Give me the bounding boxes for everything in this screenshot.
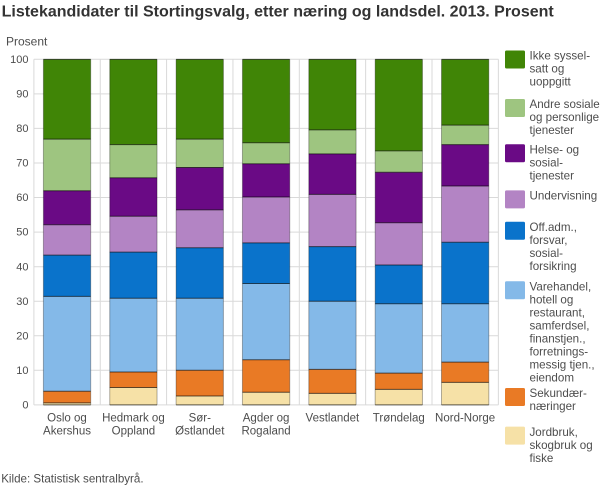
svg-text:sosial-: sosial- <box>530 157 564 170</box>
svg-text:Helse- og: Helse- og <box>530 144 580 157</box>
svg-text:60: 60 <box>16 192 28 204</box>
svg-text:uoppgitt: uoppgitt <box>530 76 572 89</box>
svg-text:næringer: næringer <box>530 400 577 413</box>
svg-text:Listekandidater til Stortingsv: Listekandidater til Stortingsvalg, etter… <box>2 4 555 21</box>
svg-text:100: 100 <box>10 54 28 66</box>
svg-text:Jordbruk,: Jordbruk, <box>530 426 578 439</box>
svg-text:0: 0 <box>22 400 28 412</box>
svg-text:forretnings-: forretnings- <box>530 345 589 358</box>
svg-text:Østlandet: Østlandet <box>175 425 225 437</box>
svg-text:tjenester: tjenester <box>530 124 575 137</box>
svg-text:finanstjen.,: finanstjen., <box>530 332 586 345</box>
svg-text:messig tjen.,: messig tjen., <box>530 358 595 371</box>
svg-text:samferdsel,: samferdsel, <box>530 319 590 332</box>
svg-text:70: 70 <box>16 158 28 170</box>
svg-text:Vestlandet: Vestlandet <box>306 412 361 424</box>
svg-text:10: 10 <box>16 365 28 377</box>
svg-text:Kilde: Statistisk sentralbyrå.: Kilde: Statistisk sentralbyrå. <box>1 472 143 485</box>
svg-text:40: 40 <box>16 261 28 273</box>
svg-text:forsvar,: forsvar, <box>530 234 568 247</box>
svg-text:forsikring: forsikring <box>530 260 577 273</box>
svg-text:og personlige: og personlige <box>530 111 600 124</box>
svg-text:sosial-: sosial- <box>530 247 564 260</box>
svg-text:Akershus: Akershus <box>43 425 91 437</box>
svg-text:50: 50 <box>16 227 28 239</box>
svg-text:Trøndelag: Trøndelag <box>373 412 425 424</box>
svg-text:20: 20 <box>16 330 28 342</box>
svg-text:hotell og: hotell og <box>530 293 574 306</box>
svg-text:restaurant,: restaurant, <box>530 306 585 319</box>
svg-text:Undervisning: Undervisning <box>530 190 598 203</box>
svg-text:Ikke syssel-: Ikke syssel- <box>530 50 591 63</box>
svg-text:Agder og: Agder og <box>243 412 290 424</box>
svg-text:Oppland: Oppland <box>112 425 155 437</box>
svg-text:Hedmark og: Hedmark og <box>102 412 165 424</box>
svg-text:fiske: fiske <box>530 452 554 465</box>
svg-text:Varehandel,: Varehandel, <box>530 280 592 293</box>
svg-text:Andre sosiale: Andre sosiale <box>530 98 600 111</box>
svg-text:tjenester: tjenester <box>530 170 575 183</box>
svg-text:Off.adm.,: Off.adm., <box>530 221 577 234</box>
svg-text:90: 90 <box>16 89 28 101</box>
svg-text:Nord-Norge: Nord-Norge <box>435 412 495 424</box>
svg-text:Oslo og: Oslo og <box>47 412 87 424</box>
svg-text:eiendom: eiendom <box>530 371 574 384</box>
svg-text:Sekundær-: Sekundær- <box>530 387 587 400</box>
svg-text:Prosent: Prosent <box>6 34 48 48</box>
svg-text:80: 80 <box>16 123 28 135</box>
svg-text:30: 30 <box>16 296 28 308</box>
svg-text:Rogaland: Rogaland <box>241 425 290 437</box>
svg-text:skogbruk og: skogbruk og <box>530 439 593 452</box>
svg-text:satt og: satt og <box>530 63 565 76</box>
svg-text:Sør-: Sør- <box>189 412 212 424</box>
